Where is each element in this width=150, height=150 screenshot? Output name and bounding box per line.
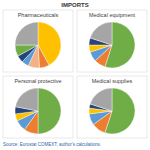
panel-frame (3, 10, 73, 72)
panel-frame (3, 76, 73, 138)
pie (89, 22, 135, 68)
pie-slice (15, 88, 38, 111)
pie-title: Medical equipment (89, 12, 136, 18)
pie-slice (38, 45, 49, 68)
pie-slice (38, 88, 61, 134)
pie-panel: Personal protective (3, 76, 73, 138)
pie (89, 88, 135, 134)
pie-title: Pharmaceuticals (18, 12, 59, 18)
pie-slice (89, 45, 112, 52)
pie-panel: Medical equipment (77, 10, 147, 72)
figure: IMPORTSPharmaceuticals Medical equipment P… (0, 0, 150, 150)
pie-slice (15, 22, 38, 45)
pie (15, 22, 61, 68)
panel-frame (77, 10, 147, 72)
panel-frame (77, 76, 147, 138)
pie-title: Medical supplies (92, 78, 133, 84)
pie-panel: Medical supplies (77, 76, 147, 138)
pie-title: Personal protective (14, 78, 61, 84)
pie (15, 88, 61, 134)
figure-title: IMPORTS (61, 2, 88, 8)
pie-slice (15, 45, 38, 56)
pie-panel: Pharmaceuticals (3, 10, 73, 72)
pie-slice (90, 22, 112, 45)
pie-slice (90, 88, 112, 111)
source-note: Source: Eurostat COMEXT; author's calcul… (3, 142, 101, 147)
